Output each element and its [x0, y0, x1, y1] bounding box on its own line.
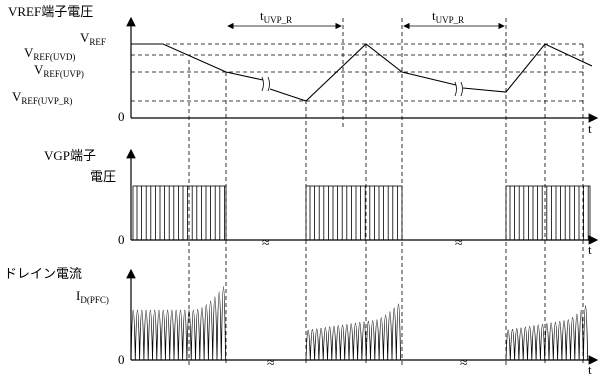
vref-time-label: t	[588, 121, 592, 136]
drain-zero-label: 0	[118, 352, 125, 367]
drain-break-mark-1: ≈	[267, 356, 275, 371]
vref-panel-title: VREF端子電圧	[8, 4, 93, 19]
vref-waveform-3	[462, 43, 593, 93]
vgp-pulse-train-2	[305, 185, 403, 241]
drain-panel: ドレイン電流 ID(PFC) 0 t ≈ ≈	[4, 266, 599, 377]
level-uvd-label: VREF(UVD)	[24, 45, 75, 62]
vref-waveform	[131, 43, 264, 81]
vgp-break-mark-2: ≈	[455, 236, 463, 251]
drain-envelope-1	[130, 286, 226, 361]
vgp-pulse-train-1	[132, 185, 227, 241]
drain-current-envelopes	[130, 286, 589, 361]
interval-label-1: tUVP_R	[260, 8, 292, 25]
drain-time-label: t	[588, 362, 592, 377]
vgp-break-mark-1: ≈	[262, 236, 270, 251]
vref-zero-label: 0	[118, 109, 125, 124]
level-vref-label: VREF	[80, 30, 106, 47]
vref-waveform-2	[269, 43, 457, 102]
vref-break-mark-1	[261, 76, 270, 92]
drain-envelope-2	[305, 303, 401, 361]
level-uvpr-label: VREF(UVP_R)	[12, 89, 72, 106]
vgp-pulse-trains	[132, 185, 591, 241]
vgp-panel: VGP端子 電圧 0 t ≈ ≈	[44, 148, 599, 257]
drain-panel-title: ドレイン電流	[4, 266, 82, 281]
drain-break-mark-2: ≈	[460, 356, 468, 371]
vgp-time-label: t	[588, 242, 592, 257]
event-guide-lines	[188, 18, 584, 365]
drain-level-label: ID(PFC)	[76, 288, 109, 305]
vgp-panel-title-line1: VGP端子	[44, 148, 96, 163]
vgp-panel-title-line2: 電圧	[90, 169, 116, 184]
vgp-zero-label: 0	[118, 232, 125, 247]
vgp-pulse-train-3	[505, 185, 591, 241]
vref-panel: VREF端子電圧 VREF VREF(UVD) VREF(UVP) VREF(U…	[8, 4, 599, 136]
level-uvp-label: VREF(UVP)	[34, 62, 84, 79]
interval-label-2: tUVP_R	[432, 8, 464, 25]
drain-envelope-3	[505, 305, 589, 361]
vref-break-mark-2	[454, 81, 463, 97]
